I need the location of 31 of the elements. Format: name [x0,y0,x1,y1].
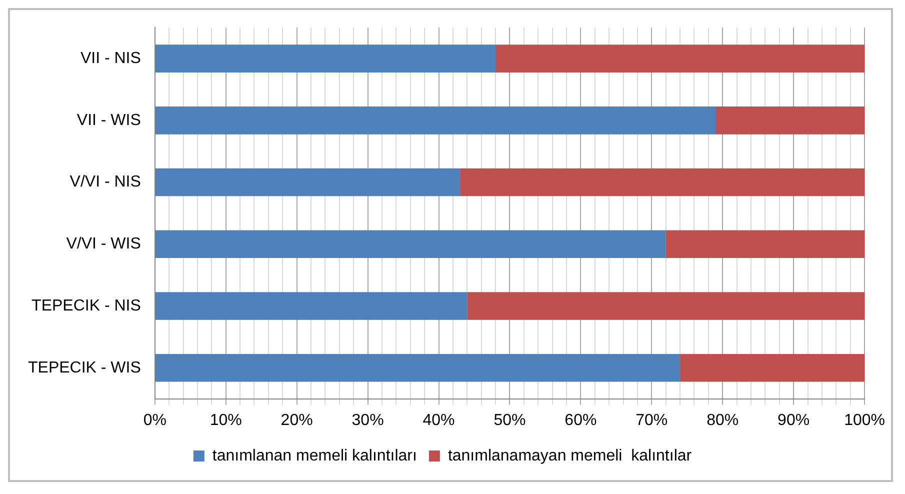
bar [716,106,865,134]
x-tick-label: 90% [778,412,810,429]
bar [155,168,460,196]
bar [460,168,865,196]
x-tick-label: 40% [422,412,455,429]
x-tick-label: 50% [494,412,526,429]
bar [155,44,496,72]
x-tick-label: 20% [280,412,313,429]
x-tick-label: 0% [143,412,166,429]
x-tick-label: 60% [564,412,597,429]
y-tick-label: TEPECIK - NIS [32,297,141,314]
bar [155,106,716,134]
y-tick-label: VII - WIS [76,112,141,129]
bar [467,292,865,320]
y-tick-label: V/VI - NIS [70,174,141,191]
x-tick-label: 30% [352,412,384,429]
bar [155,354,680,382]
y-tick-label: VII - NIS [80,50,141,67]
y-tick-label: TEPECIK - WIS [28,359,141,376]
bar [155,230,666,258]
legend-label: tanımlanamayan memeli kalıntılar [448,447,692,464]
bar [155,292,468,320]
x-tick-label: 10% [210,412,242,429]
bar [496,44,865,72]
x-tick-label: 70% [636,412,668,429]
bar [680,354,865,382]
x-tick-label: 100% [844,412,885,429]
bar [666,230,865,258]
legend-label: tanımlanan memeli kalıntıları [212,447,417,464]
y-tick-label: V/VI - WIS [66,236,141,253]
x-tick-label: 80% [706,412,739,429]
